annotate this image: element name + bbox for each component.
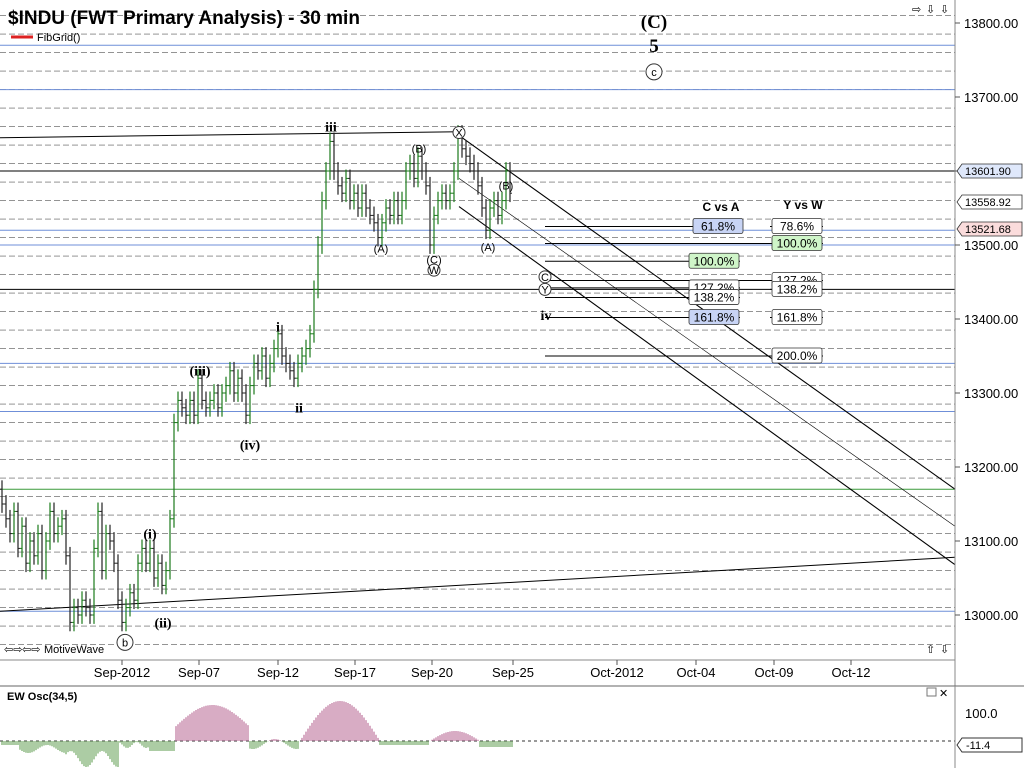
wave-label: ii xyxy=(295,402,303,417)
panel-nav-icons[interactable]: ⇨ ⇩ ⇩ xyxy=(912,4,949,16)
wave-circle xyxy=(427,263,441,277)
fib-level-label: 100.0% xyxy=(694,254,735,268)
x-tick-label: Sep-20 xyxy=(411,665,453,680)
wave-label: iii xyxy=(325,121,337,136)
wave-label: (A) xyxy=(481,242,496,254)
wave-label: (B) xyxy=(412,144,427,156)
nav-down-icon[interactable]: ⇩ xyxy=(940,4,949,16)
fib-level-label: 138.2% xyxy=(694,291,735,305)
y-tick-label: 13100.00 xyxy=(964,534,1018,549)
circled-wave-label: C xyxy=(541,272,549,284)
fib-level-label: 161.8% xyxy=(694,311,735,325)
price-panel: iiiiii(iii)(iv)(i)(ii)iv(B)(A)(C)(B)(A)5… xyxy=(0,12,956,651)
wave-label: (ii) xyxy=(154,616,171,631)
x-tick-label: Sep-2012 xyxy=(94,665,150,680)
x-tick-label: Oct-09 xyxy=(754,665,793,680)
price-tag xyxy=(956,163,1023,179)
chart-title: $INDU (FWT Primary Analysis) - 30 min xyxy=(8,8,360,29)
x-tick-label: Sep-07 xyxy=(178,665,220,680)
fib-level-box xyxy=(771,309,823,325)
fib-level-label: 138.2% xyxy=(777,282,818,296)
fibgrid-indicator-label: FibGrid() xyxy=(37,32,80,44)
y-tick-label: 13000.00 xyxy=(964,608,1018,623)
y-tick-label: 13400.00 xyxy=(964,312,1018,327)
nav-right-icon[interactable]: ⇨ xyxy=(912,4,921,16)
y-tick-label: 13800.00 xyxy=(964,16,1018,31)
wave-label: (C) xyxy=(426,255,441,267)
oscillator-title: EW Osc(34,5) xyxy=(7,691,78,703)
price-tag-label: 13558.92 xyxy=(965,197,1011,209)
fib-level-box xyxy=(688,309,740,325)
nav-down-icon[interactable]: ⇩ xyxy=(926,4,935,16)
wave-label: (iii) xyxy=(190,365,211,380)
zoom-down-icon[interactable]: ⇩ xyxy=(940,644,949,656)
x-tick-label: Sep-25 xyxy=(492,665,534,680)
price-tag xyxy=(956,194,1023,210)
circled-wave-label: c xyxy=(651,67,657,79)
wave-label: (A) xyxy=(374,244,389,256)
channel-line xyxy=(0,131,460,139)
wave-label: 5 xyxy=(649,36,659,57)
x-tick-label: Oct-04 xyxy=(676,665,715,680)
wave-circle xyxy=(538,282,552,296)
wave-label: (i) xyxy=(143,528,157,543)
channel-line xyxy=(458,206,956,566)
wave-circle xyxy=(452,126,466,140)
y-tick-label: 13200.00 xyxy=(964,460,1018,475)
wave-label: iv xyxy=(541,309,552,324)
y-tick-label: 13300.00 xyxy=(964,386,1018,401)
x-tick-label: Sep-17 xyxy=(334,665,376,680)
x-tick-label: Sep-12 xyxy=(257,665,299,680)
restore-icon[interactable] xyxy=(926,687,937,697)
circled-wave-label: Y xyxy=(541,284,549,296)
close-icon[interactable]: ✕ xyxy=(939,688,948,700)
fib-level-box xyxy=(771,218,823,234)
wave-circle xyxy=(645,63,663,81)
oscillator-panel: EW Osc(34,5) 100.0 -11.4 ✕ xyxy=(0,686,1023,768)
osc-y-tick: 100.0 xyxy=(965,706,998,721)
scroll-left-icon[interactable]: ⇦⇨ xyxy=(4,644,22,656)
fib-level-box xyxy=(771,280,823,297)
channel-line xyxy=(0,556,956,612)
scroll-arrows-icon[interactable]: ⇦⇨ xyxy=(22,644,40,656)
x-tick-label: Oct-12 xyxy=(831,665,870,680)
fib-level-label: 78.6% xyxy=(780,220,814,234)
fib-level-box xyxy=(771,347,823,364)
fib-level-label: 200.0% xyxy=(777,349,818,363)
fib-level-label: 61.8% xyxy=(701,220,735,234)
fib-level-label: 161.8% xyxy=(777,311,818,325)
circled-wave-label: W xyxy=(429,265,440,277)
fib-level-label: 100.0% xyxy=(777,237,818,251)
wave-label: (iv) xyxy=(240,439,261,454)
circled-wave-label: b xyxy=(122,637,128,649)
osc-current-value: -11.4 xyxy=(966,740,990,752)
price-tag-label: 13521.68 xyxy=(965,224,1011,236)
wave-circle xyxy=(116,633,134,651)
y-tick-label: 13500.00 xyxy=(964,238,1018,253)
fib-level-box xyxy=(771,235,823,251)
wave-label: (C) xyxy=(641,12,667,33)
y-tick-label: 13700.00 xyxy=(964,90,1018,105)
fib-header-c-vs-a: C vs A xyxy=(703,200,740,214)
channel-line xyxy=(458,178,956,527)
circled-wave-label: X xyxy=(455,128,463,140)
x-axis: Sep-2012 Sep-07 Sep-12 Sep-17 Sep-20 Sep-25 Oc… xyxy=(94,660,871,680)
price-tag-label: 13601.90 xyxy=(965,166,1011,178)
zoom-up-icon[interactable]: ⇧ xyxy=(926,644,935,656)
x-tick-label: Oct-2012 xyxy=(590,665,643,680)
motivewave-label: MotiveWave xyxy=(44,644,104,656)
wave-label: (B) xyxy=(499,181,514,193)
fib-level-box xyxy=(692,218,744,234)
fib-header-y-vs-w: Y vs W xyxy=(783,198,823,212)
price-tag xyxy=(956,221,1023,237)
wave-circle xyxy=(538,270,552,284)
fib-level-box xyxy=(688,252,740,269)
fib-level-box xyxy=(688,289,740,305)
wave-label: i xyxy=(276,320,280,335)
